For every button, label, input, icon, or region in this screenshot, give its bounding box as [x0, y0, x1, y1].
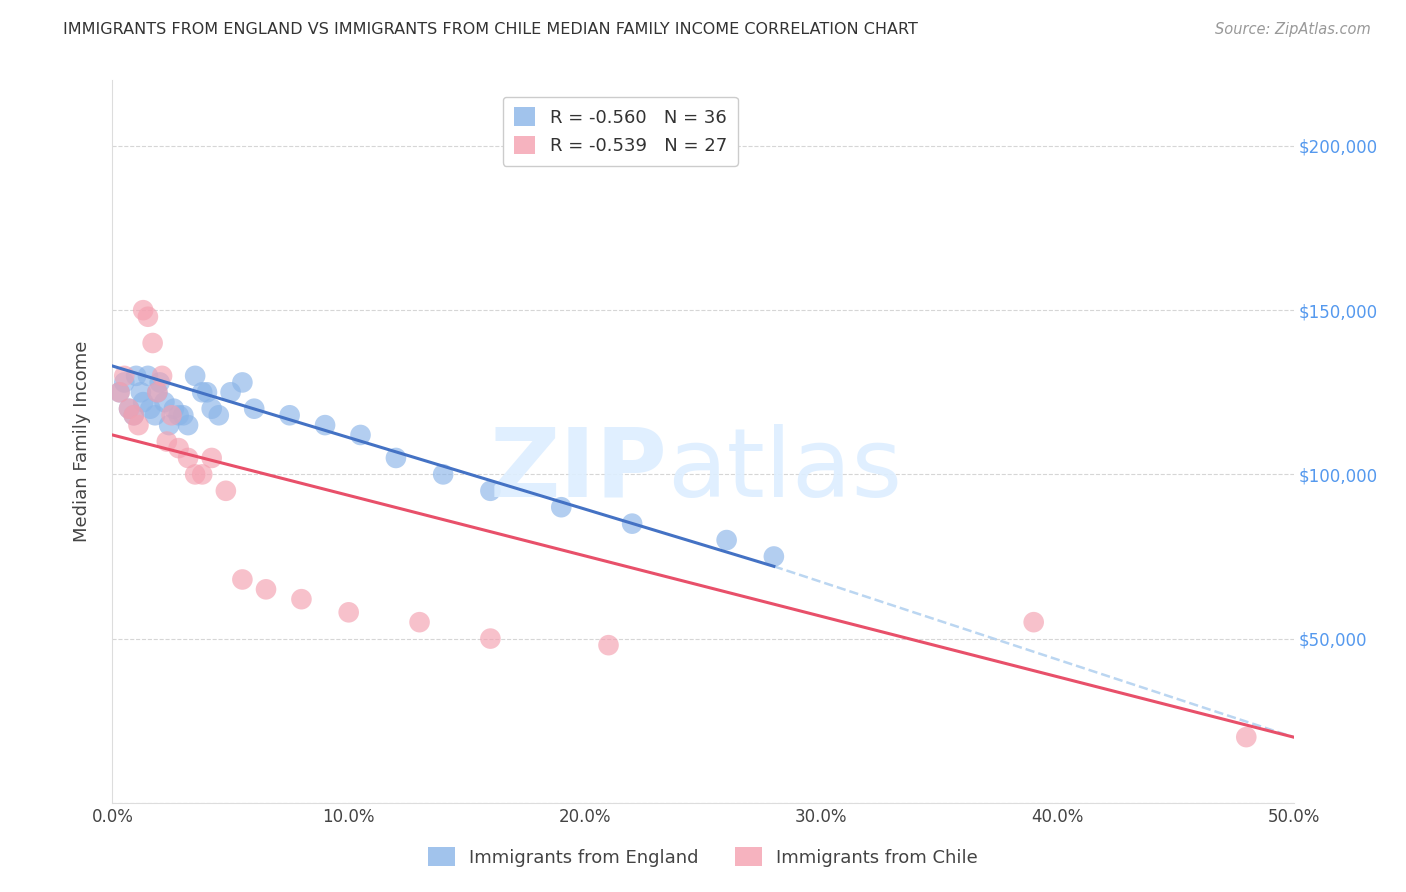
Point	[143, 409, 166, 423]
Point	[172, 409, 194, 423]
Point	[337, 605, 360, 619]
Point	[146, 385, 169, 400]
Point	[167, 441, 190, 455]
Point	[385, 450, 408, 465]
Legend: R = -0.560   N = 36, R = -0.539   N = 27: R = -0.560 N = 36, R = -0.539 N = 27	[503, 96, 738, 166]
Point	[243, 401, 266, 416]
Point	[278, 409, 301, 423]
Point	[149, 376, 172, 390]
Point	[136, 368, 159, 383]
Point	[1022, 615, 1045, 630]
Point	[139, 401, 162, 416]
Point	[191, 385, 214, 400]
Point	[1234, 730, 1257, 744]
Point	[408, 615, 430, 630]
Point	[127, 418, 149, 433]
Point	[112, 368, 135, 383]
Point	[479, 483, 502, 498]
Point	[762, 549, 785, 564]
Point	[132, 395, 155, 409]
Legend: Immigrants from England, Immigrants from Chile: Immigrants from England, Immigrants from…	[420, 840, 986, 874]
Point	[177, 418, 200, 433]
Point	[160, 409, 183, 423]
Point	[108, 385, 131, 400]
Point	[129, 385, 152, 400]
Point	[146, 385, 169, 400]
Text: IMMIGRANTS FROM ENGLAND VS IMMIGRANTS FROM CHILE MEDIAN FAMILY INCOME CORRELATIO: IMMIGRANTS FROM ENGLAND VS IMMIGRANTS FR…	[63, 22, 918, 37]
Y-axis label: Median Family Income: Median Family Income	[73, 341, 91, 542]
Point	[479, 632, 502, 646]
Point	[254, 582, 277, 597]
Text: Source: ZipAtlas.com: Source: ZipAtlas.com	[1215, 22, 1371, 37]
Point	[112, 376, 135, 390]
Point	[219, 385, 242, 400]
Point	[108, 385, 131, 400]
Point	[290, 592, 312, 607]
Point	[122, 409, 145, 423]
Point	[136, 310, 159, 324]
Point	[231, 376, 253, 390]
Point	[716, 533, 738, 547]
Point	[177, 450, 200, 465]
Point	[231, 573, 253, 587]
Point	[184, 467, 207, 482]
Point	[201, 401, 224, 416]
Point	[195, 385, 218, 400]
Point	[201, 450, 224, 465]
Point	[157, 418, 180, 433]
Point	[349, 428, 371, 442]
Point	[150, 368, 173, 383]
Text: ZIP: ZIP	[489, 424, 668, 517]
Point	[163, 401, 186, 416]
Point	[156, 434, 179, 449]
Point	[208, 409, 231, 423]
Point	[122, 409, 145, 423]
Point	[125, 368, 148, 383]
Point	[118, 401, 141, 416]
Point	[142, 336, 165, 351]
Point	[167, 409, 190, 423]
Point	[314, 418, 336, 433]
Point	[153, 395, 176, 409]
Point	[215, 483, 238, 498]
Point	[184, 368, 207, 383]
Point	[550, 500, 572, 515]
Point	[132, 303, 155, 318]
Point	[118, 401, 141, 416]
Point	[598, 638, 620, 652]
Point	[621, 516, 644, 531]
Point	[191, 467, 214, 482]
Point	[432, 467, 454, 482]
Text: atlas: atlas	[668, 424, 903, 517]
